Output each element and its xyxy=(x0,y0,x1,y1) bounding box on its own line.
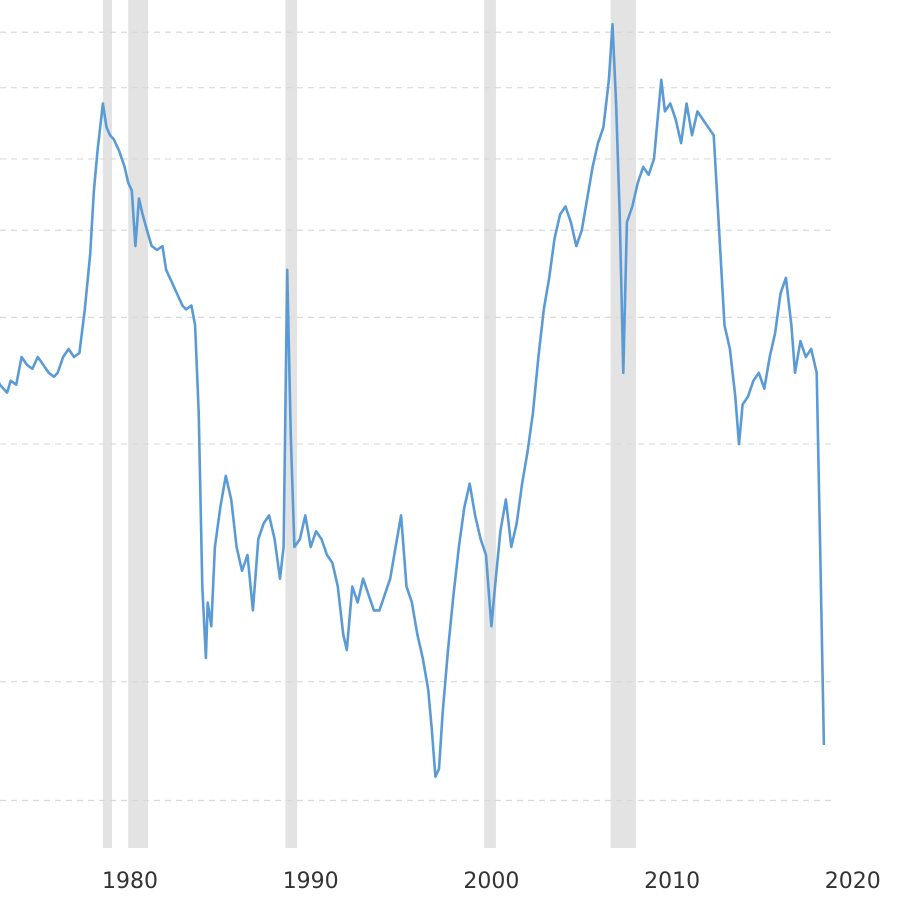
series-layer xyxy=(0,23,826,778)
x-tick-label: 1990 xyxy=(283,869,339,894)
recession-band xyxy=(128,0,149,848)
x-tick-label: 2020 xyxy=(825,869,881,894)
x-axis: 1980 1990 2000 2010 2020 xyxy=(102,869,881,894)
recession-band xyxy=(610,0,636,848)
recession-bands xyxy=(102,0,636,848)
recession-band xyxy=(484,0,496,848)
x-tick-label: 2000 xyxy=(463,869,519,894)
recession-band xyxy=(102,0,112,848)
x-tick-label: 1980 xyxy=(102,869,158,894)
series-line xyxy=(0,23,826,778)
gridlines xyxy=(0,31,835,802)
x-tick-label: 2010 xyxy=(644,869,700,894)
